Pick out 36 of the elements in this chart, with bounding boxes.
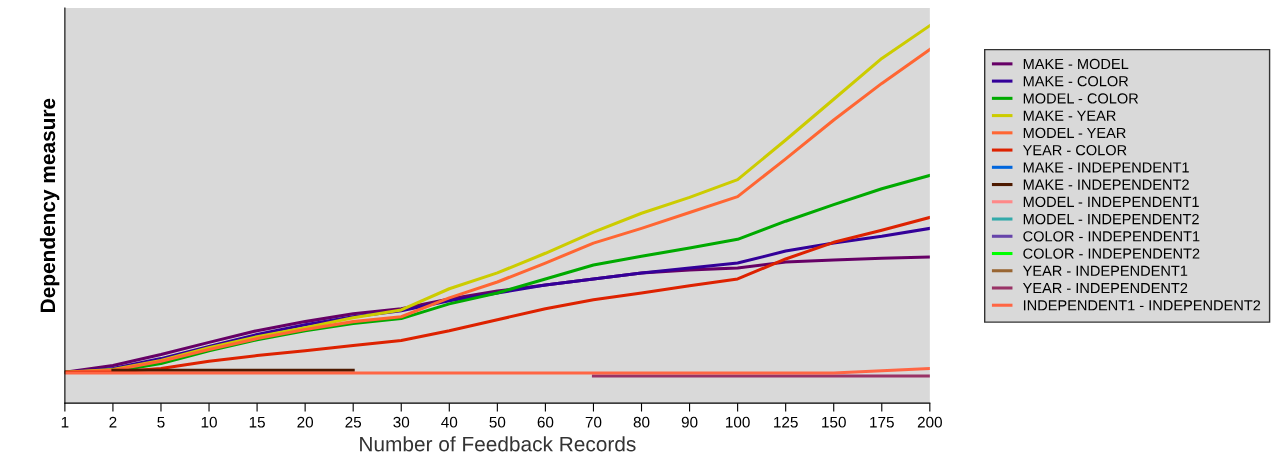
- x-tick-label: 5: [157, 416, 165, 428]
- legend-label: YEAR - INDEPENDENT1: [1022, 265, 1188, 276]
- legend-label: YEAR - COLOR: [1022, 144, 1127, 156]
- x-tick-label: 200: [917, 416, 942, 428]
- legend-label: COLOR - INDEPENDENT2: [1023, 248, 1200, 259]
- x-tick-label: 175: [870, 416, 894, 428]
- x-tick-label: 60: [537, 416, 554, 428]
- legend-label: MAKE - INDEPENDENT1: [1023, 162, 1189, 173]
- x-tick-label: 50: [489, 416, 506, 428]
- legend-label: MODEL - COLOR: [1023, 93, 1139, 104]
- legend-label: INDEPENDENT1 - INDEPENDENT2: [1023, 300, 1261, 311]
- x-tick-label: 125: [774, 416, 798, 428]
- legend-label: MAKE - YEAR: [1023, 110, 1116, 121]
- x-tick-label: 25: [345, 416, 362, 428]
- x-tick-label: 20: [297, 416, 314, 428]
- legend-label: MAKE - MODEL: [1023, 58, 1129, 70]
- legend-label: MODEL - YEAR: [1023, 127, 1126, 139]
- x-tick-label: 1: [61, 416, 69, 428]
- y-axis-title: Dependency measure: [39, 98, 60, 312]
- x-tick-label: 80: [633, 416, 650, 428]
- x-tick-label: 70: [585, 416, 602, 428]
- legend-label: YEAR - INDEPENDENT2: [1022, 282, 1188, 294]
- x-tick-label: 100: [726, 416, 750, 428]
- legend-label: MODEL - INDEPENDENT2: [1023, 213, 1199, 225]
- legend-label: MAKE - COLOR: [1023, 76, 1129, 87]
- x-tick-label: 150: [822, 416, 846, 428]
- x-axis-title: Number of Feedback Records: [360, 436, 636, 452]
- legend-label: COLOR - INDEPENDENT1: [1023, 231, 1200, 242]
- legend-label: MAKE - INDEPENDENT2: [1023, 179, 1189, 190]
- x-tick-label: 40: [441, 416, 458, 428]
- x-tick-label: 30: [393, 416, 410, 428]
- legend-label: MODEL - INDEPENDENT1: [1023, 196, 1199, 208]
- x-tick-label: 2: [109, 416, 117, 428]
- x-tick-label: 10: [201, 416, 217, 428]
- x-tick-label: 90: [681, 416, 698, 428]
- x-tick-label: 15: [249, 416, 265, 428]
